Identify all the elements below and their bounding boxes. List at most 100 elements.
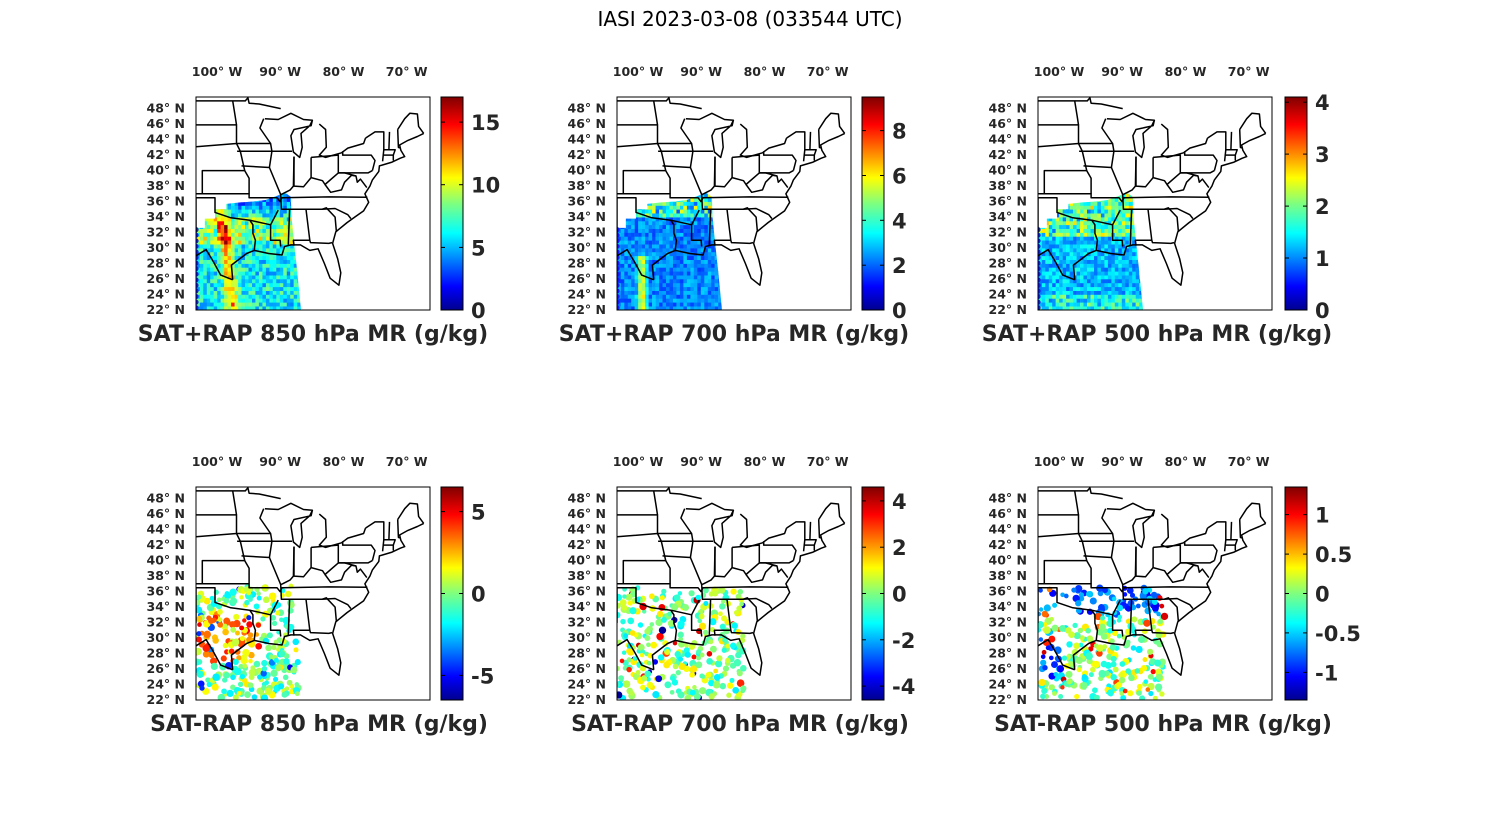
map-frame: [1037, 96, 1273, 311]
lat-tick-label: 40° N: [568, 553, 606, 568]
lat-tick-label: 40° N: [147, 553, 185, 568]
colorbar-tick-label: 15: [471, 111, 500, 135]
data-layer: [617, 585, 747, 700]
colorbar-tick-label: -4: [892, 675, 915, 699]
colorbar: [1284, 96, 1308, 311]
lat-tick-label: 28° N: [989, 646, 1027, 661]
lat-tick-label: 22° N: [147, 302, 185, 317]
lat-tick-label: 42° N: [989, 147, 1027, 162]
lat-tick-label: 44° N: [989, 132, 1027, 147]
lat-tick-label: 24° N: [147, 287, 185, 302]
lat-tick-label: 46° N: [147, 506, 185, 521]
colorbar-tick-label: -5: [471, 664, 494, 688]
lon-tick-label: 70° W: [1228, 454, 1270, 469]
lon-tick-label: 80° W: [323, 64, 365, 79]
lat-tick-label: 34° N: [989, 209, 1027, 224]
lon-tick-label: 70° W: [807, 64, 849, 79]
lat-tick-label: 34° N: [989, 599, 1027, 614]
map-panel-6: 100° W 90° W 80° W 70° W 48° N46° N44° N42° …: [989, 454, 1361, 737]
lat-tick-label: 28° N: [147, 646, 185, 661]
lon-tick-label: 90° W: [680, 64, 722, 79]
map-frame: [616, 96, 852, 311]
lat-tick-label: 48° N: [568, 101, 606, 116]
lat-tick-label: 46° N: [568, 506, 606, 521]
lat-tick-label: 32° N: [989, 615, 1027, 630]
lat-tick-label: 32° N: [989, 225, 1027, 240]
lat-tick-label: 44° N: [568, 132, 606, 147]
map-frame: [1037, 486, 1273, 701]
lat-tick-label: 26° N: [147, 271, 185, 286]
map-panel-1: 100° W 90° W 80° W 70° W 48° N46° N44° N42° …: [138, 64, 500, 347]
lat-tick-label: 22° N: [568, 692, 606, 707]
colorbar-tick-label: 0: [892, 583, 907, 607]
lon-tick-label: 100° W: [1034, 454, 1085, 469]
map-frame: [195, 486, 431, 701]
lat-tick-label: 24° N: [147, 677, 185, 692]
colorbar-tick-label: 4: [892, 209, 907, 233]
lon-tick-label: 70° W: [386, 64, 428, 79]
lon-tick-label: 100° W: [192, 454, 243, 469]
map-panel-3: 100° W 90° W 80° W 70° W 48° N46° N44° N42° …: [982, 64, 1332, 347]
lat-tick-label: 30° N: [989, 630, 1027, 645]
colorbar-tick-label: 6: [892, 165, 907, 189]
lat-tick-label: 38° N: [989, 568, 1027, 583]
lat-tick-label: 36° N: [147, 584, 185, 599]
lat-tick-label: 22° N: [989, 302, 1027, 317]
lon-tick-label: 90° W: [259, 454, 301, 469]
lon-tick-label: 90° W: [1101, 454, 1143, 469]
lon-tick-label: 90° W: [259, 64, 301, 79]
lon-tick-label: 70° W: [386, 454, 428, 469]
colorbar: [440, 96, 464, 311]
lon-tick-label: 80° W: [1165, 64, 1207, 79]
colorbar-tick-label: -0.5: [1315, 622, 1361, 646]
lat-tick-label: 32° N: [147, 225, 185, 240]
lon-tick-label: 90° W: [1101, 64, 1143, 79]
lat-tick-label: 30° N: [147, 240, 185, 255]
lat-tick-label: 42° N: [568, 147, 606, 162]
lon-tick-label: 80° W: [744, 454, 786, 469]
colorbar-tick-label: 1: [1315, 247, 1330, 271]
lat-tick-label: 42° N: [147, 147, 185, 162]
data-layer: [1038, 584, 1169, 700]
lat-tick-label: 38° N: [147, 178, 185, 193]
lat-tick-label: 34° N: [568, 209, 606, 224]
map-panel-4: 100° W 90° W 80° W 70° W 48° N46° N44° N42° …: [147, 454, 495, 737]
lat-tick-label: 38° N: [147, 568, 185, 583]
lat-tick-label: 34° N: [568, 599, 606, 614]
colorbar: [861, 96, 885, 311]
panel-label: SAT-RAP 500 hPa MR (g/kg): [994, 712, 1332, 737]
lat-tick-label: 34° N: [147, 599, 185, 614]
lat-tick-label: 32° N: [147, 615, 185, 630]
state-boundaries: [1038, 97, 1267, 286]
panel-label: SAT+RAP 700 hPa MR (g/kg): [559, 322, 909, 347]
colorbar-tick-label: 8: [892, 120, 907, 144]
lat-tick-label: 26° N: [147, 661, 185, 676]
colorbar-tick-label: 4: [1315, 91, 1330, 115]
lat-tick-label: 22° N: [147, 692, 185, 707]
lat-tick-label: 24° N: [568, 677, 606, 692]
lat-tick-label: 42° N: [147, 537, 185, 552]
panel-label: SAT-RAP 850 hPa MR (g/kg): [150, 712, 488, 737]
lat-tick-label: 48° N: [989, 491, 1027, 506]
lat-tick-label: 28° N: [568, 646, 606, 661]
lat-tick-label: 44° N: [147, 132, 185, 147]
lon-tick-label: 80° W: [1165, 454, 1207, 469]
lon-tick-label: 80° W: [744, 64, 786, 79]
lat-tick-label: 28° N: [989, 256, 1027, 271]
lat-tick-label: 36° N: [568, 194, 606, 209]
colorbar-tick-label: 2: [892, 254, 907, 278]
lat-tick-label: 34° N: [147, 209, 185, 224]
lat-tick-label: 24° N: [989, 677, 1027, 692]
colorbar-tick-label: 5: [471, 501, 486, 525]
lon-tick-label: 100° W: [1034, 64, 1085, 79]
lat-tick-label: 36° N: [147, 194, 185, 209]
colorbar-tick-label: 4: [892, 490, 907, 514]
colorbar-tick-label: 2: [892, 536, 907, 560]
colorbar-tick-label: 3: [1315, 143, 1330, 167]
lat-tick-label: 46° N: [147, 116, 185, 131]
lat-tick-label: 24° N: [568, 287, 606, 302]
lat-tick-label: 40° N: [989, 553, 1027, 568]
lat-tick-label: 40° N: [568, 163, 606, 178]
lon-tick-label: 100° W: [192, 64, 243, 79]
